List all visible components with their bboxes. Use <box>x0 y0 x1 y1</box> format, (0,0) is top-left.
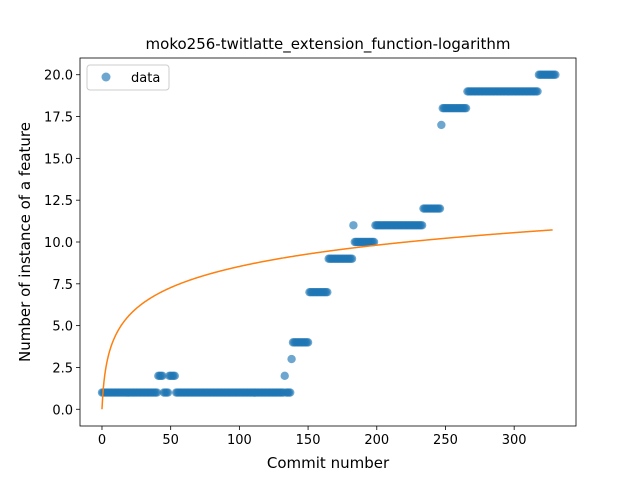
data-point <box>158 371 167 381</box>
data-point <box>551 70 560 79</box>
data-point <box>286 388 295 397</box>
y-tick-label: 5.0 <box>52 320 73 335</box>
y-tick-label: 0.0 <box>52 403 73 418</box>
data-point <box>323 287 332 297</box>
data-point <box>152 388 162 397</box>
chart-title: moko256-twitlatte_extension_function-log… <box>146 35 511 54</box>
y-tick-label: 2.5 <box>52 361 73 376</box>
y-axis: 0.0 2.5 5.0 7.5 10.0 12.5 15.0 17.5 20.0 <box>44 69 80 418</box>
y-tick-label: 15.0 <box>44 152 73 167</box>
data-point <box>163 388 173 397</box>
data-series <box>97 70 560 397</box>
fit-line <box>101 229 553 410</box>
data-point <box>417 221 427 230</box>
x-tick-label: 300 <box>502 433 527 448</box>
x-tick-label: 200 <box>364 433 389 448</box>
data-point <box>349 221 358 230</box>
x-tick-label: 250 <box>433 433 458 448</box>
x-axis-title: Commit number <box>267 454 390 472</box>
y-axis-title: Number of instance of a feature <box>16 122 34 362</box>
legend-marker <box>101 72 111 82</box>
data-point <box>280 371 289 381</box>
data-point <box>369 237 379 247</box>
y-tick-label: 10.0 <box>44 236 73 251</box>
legend-label-data: data <box>131 71 160 86</box>
x-tick-label: 50 <box>162 433 179 448</box>
x-tick-label: 150 <box>296 433 321 448</box>
data-point <box>533 87 542 96</box>
y-tick-label: 12.5 <box>44 194 73 209</box>
y-tick-label: 20.0 <box>44 69 73 84</box>
data-point <box>461 103 471 113</box>
x-axis: 0 50 100 150 200 250 300 <box>98 426 527 448</box>
y-tick-label: 17.5 <box>44 111 73 126</box>
data-point <box>303 338 313 347</box>
data-point <box>347 254 357 263</box>
data-point <box>435 204 445 213</box>
x-tick-label: 100 <box>227 433 252 448</box>
x-tick-label: 0 <box>98 433 106 448</box>
legend-box <box>86 64 170 91</box>
data-point <box>437 120 446 130</box>
legend: data <box>86 64 170 91</box>
data-point <box>287 354 296 364</box>
y-tick-label: 7.5 <box>52 278 73 293</box>
data-point <box>170 371 180 381</box>
